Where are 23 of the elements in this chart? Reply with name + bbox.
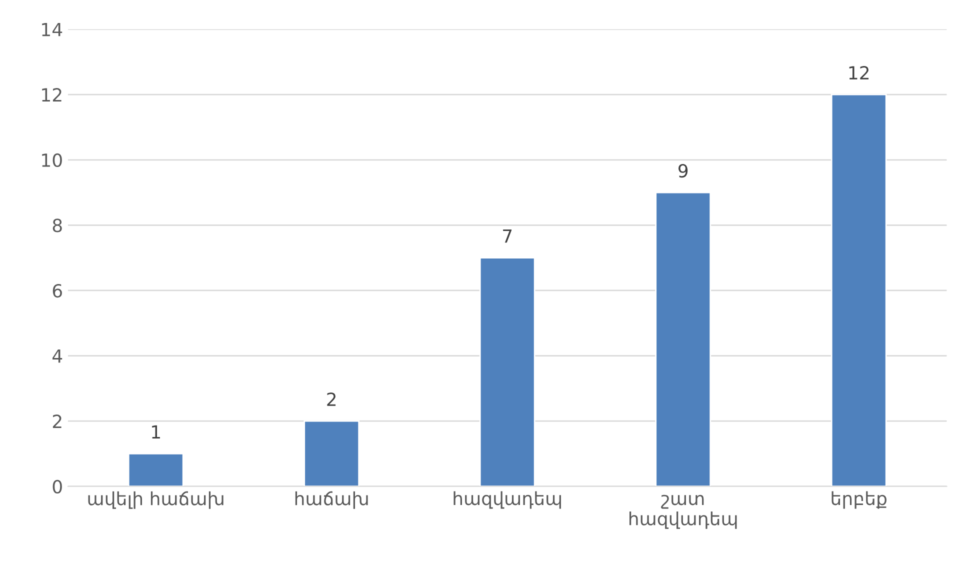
x-tick-label: հաճախ	[295, 491, 368, 509]
y-tick-label: 12	[42, 88, 62, 102]
data-label: 1	[152, 425, 160, 439]
data-label: 9	[678, 164, 688, 178]
x-tick-label: շատ հազվադեպ	[629, 494, 737, 529]
x-tick-label: երբեք	[832, 491, 886, 509]
bar	[830, 94, 887, 486]
y-tick-label: 0	[52, 480, 62, 494]
y-tick-label: 4	[52, 349, 62, 363]
bar	[479, 257, 536, 486]
y-tick-label: 10	[42, 153, 62, 168]
data-label: 2	[327, 392, 336, 406]
data-label: 12	[849, 66, 869, 80]
x-tick-label: ավելի հաճախ	[88, 491, 224, 509]
y-tick-label: 2	[52, 414, 62, 428]
bar	[655, 192, 712, 486]
y-tick-label: 14	[42, 22, 62, 36]
bar	[128, 453, 184, 486]
data-label: 7	[503, 229, 512, 243]
y-tick-label: 8	[52, 218, 62, 232]
bar	[304, 420, 360, 486]
x-tick-label: հազվադեպ	[454, 491, 561, 509]
y-tick-label: 6	[52, 284, 62, 298]
